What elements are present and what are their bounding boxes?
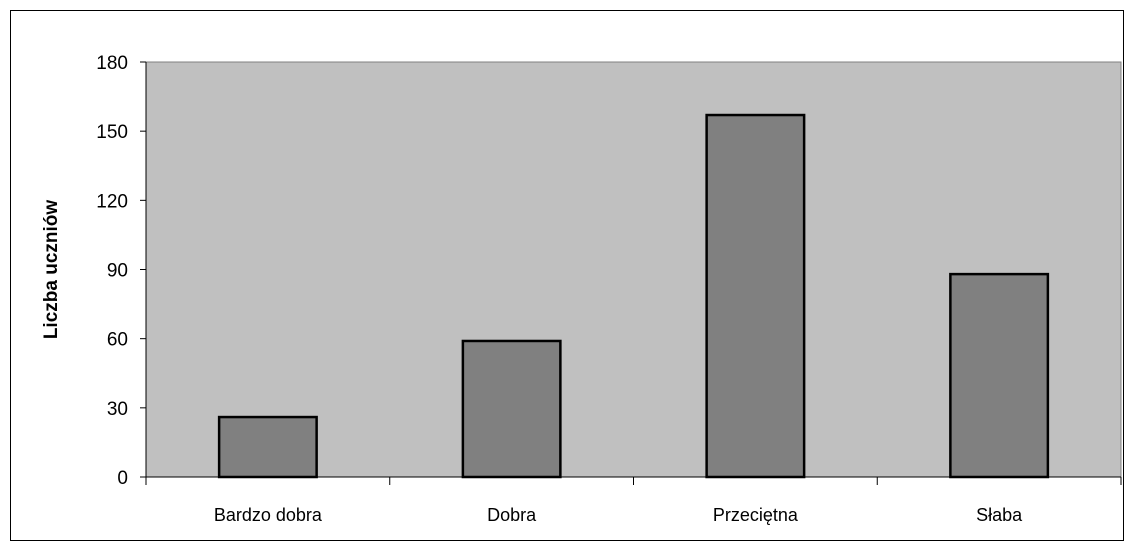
- y-axis-ticks: 0 30 60 90 120 150 180: [96, 53, 146, 489]
- x-category-label: Bardzo dobra: [214, 505, 323, 525]
- y-axis-title: Liczba uczniów: [41, 200, 62, 340]
- y-tick-label: 60: [107, 330, 128, 351]
- bar-dobra: [461, 339, 562, 479]
- y-tick-label: 150: [96, 122, 128, 143]
- bars-group: [217, 113, 1050, 479]
- y-tick-label: 180: [96, 53, 128, 74]
- x-category-label: Przeciętna: [713, 505, 799, 525]
- y-tick-label: 120: [96, 191, 128, 212]
- bar-bardzo-dobra: [217, 415, 318, 479]
- y-tick-label: 90: [107, 261, 128, 282]
- bar-przeciętna: [705, 113, 806, 479]
- bar-słaba: [949, 272, 1050, 479]
- x-category-label: Dobra: [487, 505, 537, 525]
- x-category-label: Słaba: [976, 505, 1023, 525]
- y-tick-label: 30: [107, 399, 128, 420]
- y-tick-label: 0: [117, 468, 128, 489]
- x-axis-ticks: Bardzo dobra Dobra Przeciętna Słaba: [145, 477, 1122, 525]
